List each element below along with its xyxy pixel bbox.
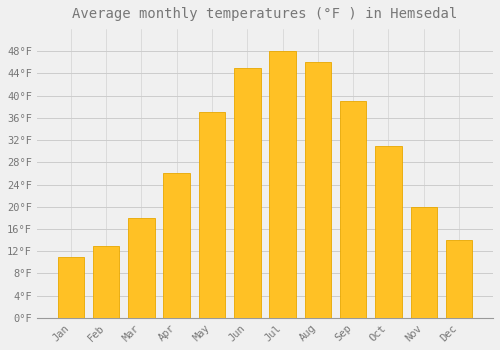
Bar: [128, 218, 154, 318]
Bar: [234, 68, 260, 318]
Bar: [375, 146, 402, 318]
Bar: [270, 51, 296, 318]
Bar: [446, 240, 472, 318]
Title: Average monthly temperatures (°F ) in Hemsedal: Average monthly temperatures (°F ) in He…: [72, 7, 458, 21]
Bar: [93, 246, 120, 318]
Bar: [410, 207, 437, 318]
Bar: [304, 62, 331, 318]
Bar: [198, 112, 225, 318]
Bar: [164, 174, 190, 318]
Bar: [340, 101, 366, 318]
Bar: [58, 257, 84, 318]
